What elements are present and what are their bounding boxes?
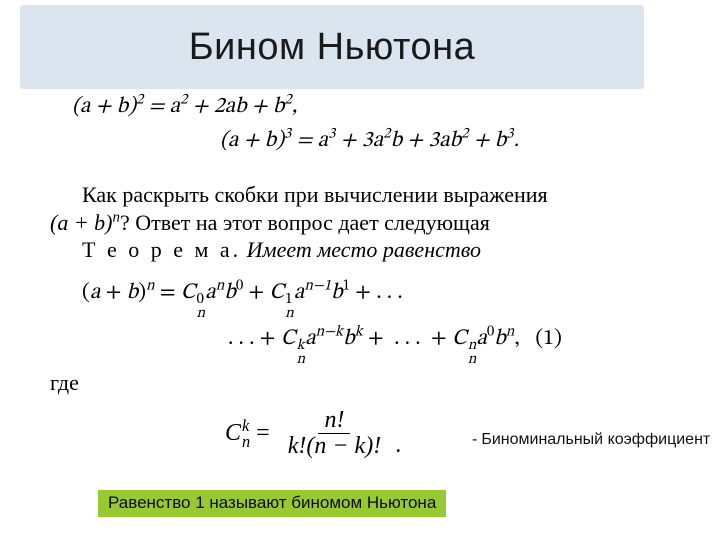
highlight-note: Равенство 1 называют биномом Ньютона xyxy=(98,490,446,517)
page-title: Бином Ньютона xyxy=(189,26,476,69)
fraction-numerator: n! xyxy=(318,408,350,434)
para-exp: n xyxy=(113,209,120,225)
equation-number: (1) xyxy=(535,328,562,350)
binomial-expansion-line2: . . . + Cknan−kbk + . . . + Cnna0bn, (1) xyxy=(228,326,720,368)
title-band: Бином Ньютона xyxy=(20,5,644,89)
paragraph-intro: Как раскрыть скобки при вычислении выраж… xyxy=(50,181,650,264)
para-line1: Как раскрыть скобки при вычислении выраж… xyxy=(82,182,548,207)
binomial-expansion-line1: (a + b)n = C0nanb0 + C1nan−1b1 + . . . xyxy=(82,280,702,322)
para-suffix: ? Ответ на этот вопрос дает следующая xyxy=(120,210,490,235)
equation-square: (a + b)2 = a2 + 2ab + b2, xyxy=(72,94,332,122)
slide: { "title": "Бином Ньютона", "colors": { … xyxy=(0,0,720,540)
equation-cube: (a + b)3 = a3 + 3a2b + 3ab2 + b3. xyxy=(220,128,620,156)
gde-label: где xyxy=(50,370,79,396)
theorem-label: Т е о р е м а. xyxy=(82,237,241,262)
binomial-coefficient-label: -Биноминальный коэффициент xyxy=(472,431,710,449)
coefficient-formula: Ckn = n! k!(n − k)! . xyxy=(225,408,401,459)
fraction-denominator: k!(n − k)! xyxy=(282,434,387,459)
theorem-text: Имеет место равенство xyxy=(247,237,481,262)
